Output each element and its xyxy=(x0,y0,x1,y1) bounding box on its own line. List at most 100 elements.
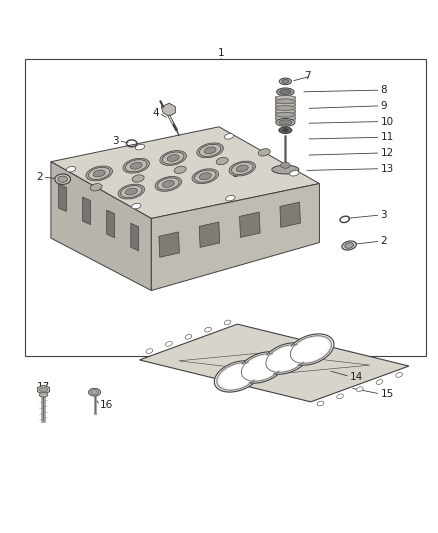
Ellipse shape xyxy=(279,120,292,125)
Ellipse shape xyxy=(272,165,299,174)
Ellipse shape xyxy=(283,128,288,132)
Ellipse shape xyxy=(123,158,149,173)
Ellipse shape xyxy=(125,160,147,172)
Polygon shape xyxy=(240,212,260,237)
Ellipse shape xyxy=(132,175,144,182)
Text: 6: 6 xyxy=(231,169,237,179)
Bar xyxy=(25,59,426,356)
Text: 15: 15 xyxy=(381,389,394,399)
Ellipse shape xyxy=(376,379,383,384)
Ellipse shape xyxy=(66,166,76,172)
Ellipse shape xyxy=(337,394,343,399)
Ellipse shape xyxy=(125,188,138,195)
Ellipse shape xyxy=(162,152,184,164)
Polygon shape xyxy=(131,223,139,251)
Text: 9: 9 xyxy=(381,101,387,111)
Text: 11: 11 xyxy=(381,132,394,142)
Ellipse shape xyxy=(185,334,192,339)
Text: 2: 2 xyxy=(36,172,42,182)
Ellipse shape xyxy=(232,163,253,175)
Ellipse shape xyxy=(280,89,291,94)
Ellipse shape xyxy=(91,390,99,395)
Ellipse shape xyxy=(55,174,71,184)
Ellipse shape xyxy=(258,149,270,156)
Ellipse shape xyxy=(224,320,231,325)
Ellipse shape xyxy=(118,184,145,199)
Ellipse shape xyxy=(281,162,290,168)
Ellipse shape xyxy=(205,327,212,332)
Ellipse shape xyxy=(342,241,357,250)
Text: 3: 3 xyxy=(112,136,119,146)
Ellipse shape xyxy=(279,127,292,134)
Polygon shape xyxy=(107,210,115,238)
Polygon shape xyxy=(51,127,319,219)
Ellipse shape xyxy=(224,134,234,139)
Ellipse shape xyxy=(197,143,223,158)
Polygon shape xyxy=(83,197,91,224)
Ellipse shape xyxy=(276,99,295,104)
Text: 12: 12 xyxy=(381,148,394,158)
Ellipse shape xyxy=(282,79,289,83)
Ellipse shape xyxy=(131,203,141,209)
Ellipse shape xyxy=(167,155,179,161)
Ellipse shape xyxy=(219,365,255,389)
Ellipse shape xyxy=(279,78,291,85)
Ellipse shape xyxy=(276,109,295,114)
Ellipse shape xyxy=(268,346,304,370)
Polygon shape xyxy=(161,103,175,116)
Ellipse shape xyxy=(158,178,179,190)
Ellipse shape xyxy=(317,401,324,406)
Ellipse shape xyxy=(166,342,172,346)
Ellipse shape xyxy=(88,167,110,180)
Ellipse shape xyxy=(214,361,261,392)
Ellipse shape xyxy=(192,169,219,184)
Polygon shape xyxy=(37,385,49,394)
Ellipse shape xyxy=(146,349,153,353)
Text: 7: 7 xyxy=(304,71,311,81)
Text: 5: 5 xyxy=(203,148,209,158)
Text: 8: 8 xyxy=(381,85,387,95)
Ellipse shape xyxy=(130,162,142,169)
Ellipse shape xyxy=(58,176,67,182)
Ellipse shape xyxy=(162,180,174,188)
Ellipse shape xyxy=(226,196,235,201)
Ellipse shape xyxy=(277,88,294,96)
Ellipse shape xyxy=(174,166,186,173)
Ellipse shape xyxy=(290,171,299,176)
Ellipse shape xyxy=(194,170,216,182)
Ellipse shape xyxy=(276,112,295,117)
Ellipse shape xyxy=(90,183,102,191)
Ellipse shape xyxy=(276,102,295,107)
Polygon shape xyxy=(59,184,67,212)
Text: 16: 16 xyxy=(100,400,113,410)
Text: 1: 1 xyxy=(218,47,225,58)
Ellipse shape xyxy=(276,106,295,110)
Text: 17: 17 xyxy=(37,382,50,392)
Ellipse shape xyxy=(86,166,113,181)
Ellipse shape xyxy=(120,185,142,198)
Ellipse shape xyxy=(236,165,248,172)
Ellipse shape xyxy=(263,343,310,374)
Ellipse shape xyxy=(93,170,105,177)
Ellipse shape xyxy=(216,157,228,165)
Ellipse shape xyxy=(155,176,182,191)
Ellipse shape xyxy=(39,393,48,397)
Ellipse shape xyxy=(199,144,221,156)
Ellipse shape xyxy=(276,118,295,126)
Ellipse shape xyxy=(199,173,211,180)
Text: 2: 2 xyxy=(381,236,387,246)
Ellipse shape xyxy=(229,161,255,176)
Polygon shape xyxy=(140,324,409,402)
Ellipse shape xyxy=(244,356,280,379)
Polygon shape xyxy=(151,183,319,290)
Ellipse shape xyxy=(239,352,285,383)
Ellipse shape xyxy=(288,334,334,365)
Polygon shape xyxy=(51,161,151,290)
Polygon shape xyxy=(280,202,300,228)
Text: 4: 4 xyxy=(152,108,159,118)
Ellipse shape xyxy=(345,243,353,248)
Text: 3: 3 xyxy=(381,210,387,220)
Text: 10: 10 xyxy=(381,117,394,126)
Ellipse shape xyxy=(88,389,101,396)
Ellipse shape xyxy=(293,337,329,362)
